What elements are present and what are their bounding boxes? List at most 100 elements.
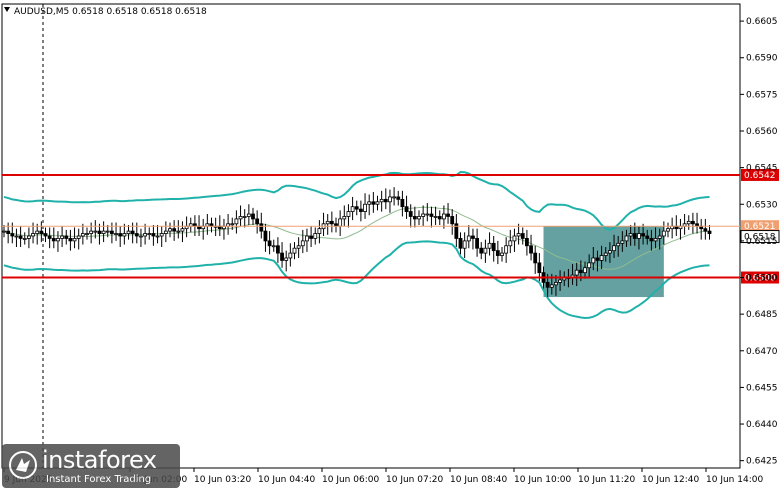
candle — [421, 205, 426, 227]
candle — [612, 234, 616, 258]
candle-body — [300, 240, 305, 247]
candle — [616, 236, 621, 257]
candle — [159, 226, 164, 247]
candle — [288, 243, 293, 267]
candle-body — [707, 230, 712, 234]
candle — [383, 188, 388, 210]
candle-body — [375, 201, 380, 205]
current-price-label: 0.6521 — [744, 222, 776, 232]
candle — [441, 205, 446, 229]
candle-body — [255, 218, 260, 225]
x-tick-label: 10 Jun 03:20 — [194, 475, 251, 485]
y-tick-label: 0.6515 — [746, 237, 778, 247]
candle-body — [371, 201, 376, 205]
candle — [454, 214, 459, 247]
candle-body — [151, 233, 156, 237]
candle — [56, 231, 60, 252]
candle-body — [230, 223, 235, 226]
candle-body — [462, 240, 467, 249]
candle — [122, 223, 127, 245]
candle-body — [259, 223, 264, 232]
candle-body — [628, 233, 633, 237]
candle-body — [130, 230, 135, 234]
y-tick-label: 0.6440 — [746, 420, 778, 430]
candle-body — [31, 233, 35, 237]
candle-body — [388, 196, 392, 203]
current-price-tag — [741, 220, 779, 233]
candle-body — [358, 208, 363, 212]
candle-body — [686, 220, 691, 225]
candle-body — [85, 233, 89, 235]
candle — [139, 228, 143, 247]
candle — [375, 195, 380, 211]
y-tick-label: 0.6605 — [746, 17, 778, 27]
candle — [126, 225, 131, 240]
candle — [554, 275, 558, 296]
candle-body — [591, 257, 596, 264]
candle-body — [703, 228, 708, 232]
plot-frame — [1, 3, 741, 469]
candle-body — [500, 252, 504, 256]
candle-body — [525, 238, 529, 247]
candle-body — [392, 196, 397, 199]
candle-body — [400, 198, 405, 208]
candle-body — [317, 228, 322, 234]
bid-price-tag — [740, 230, 780, 244]
level-price-label: 0.6542 — [744, 171, 776, 181]
candle-body — [234, 218, 239, 225]
candle — [396, 190, 401, 206]
candle-body — [338, 218, 343, 227]
candle — [641, 223, 645, 245]
candle — [429, 206, 434, 228]
candle — [259, 212, 264, 239]
candle-body — [578, 269, 583, 274]
candle — [317, 220, 322, 244]
candle — [624, 229, 629, 247]
candle — [388, 189, 392, 213]
candle — [18, 226, 23, 247]
candle — [707, 225, 712, 240]
candle — [242, 209, 247, 228]
candle — [595, 250, 600, 272]
candle — [118, 226, 123, 247]
candle — [275, 237, 280, 263]
candle-body — [180, 228, 185, 232]
candle — [363, 193, 367, 219]
level-price-tag — [741, 168, 779, 181]
candle — [2, 225, 6, 238]
candle — [500, 246, 504, 262]
candle — [309, 226, 314, 247]
y-tick-label: 0.6455 — [746, 383, 778, 393]
candle-body — [155, 235, 160, 238]
candle-body — [118, 233, 123, 237]
candle-body — [691, 220, 695, 225]
candle — [504, 237, 509, 263]
candle — [97, 223, 102, 245]
candle-body — [363, 203, 367, 212]
x-tick-label: 10 Jun 06:00 — [322, 475, 379, 485]
candle — [147, 227, 152, 240]
candle-body — [26, 235, 31, 239]
candle-body — [433, 216, 438, 218]
candle-body — [271, 245, 276, 248]
candle-body — [72, 238, 77, 242]
candle — [661, 221, 666, 245]
candle — [537, 253, 542, 282]
candle — [325, 214, 330, 235]
axis-layer: 0.66050.65900.65750.65600.65450.65300.65… — [3, 17, 778, 485]
candle-body — [163, 230, 168, 234]
candle-body — [43, 233, 48, 237]
candle — [22, 232, 27, 245]
candle-body — [475, 238, 480, 249]
candle-body — [246, 213, 251, 217]
candle-body — [176, 230, 181, 233]
candle — [466, 225, 471, 249]
candle — [400, 190, 405, 217]
candle-body — [661, 230, 666, 237]
y-tick-label: 0.6545 — [746, 164, 778, 174]
candle-body — [491, 242, 496, 252]
candle-body — [97, 230, 102, 234]
candle — [267, 231, 272, 255]
candle-body — [595, 257, 600, 261]
